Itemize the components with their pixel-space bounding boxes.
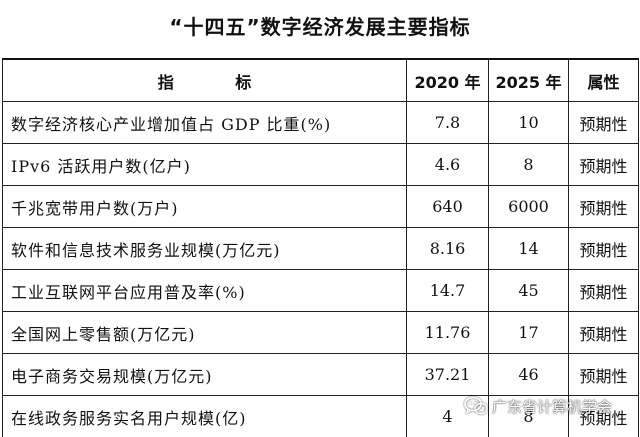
indicator-table: 指 标 2020 年 2025 年 属性 数字经济核心产业增加值占 GDP 比重… bbox=[2, 58, 639, 437]
value-2025-cell: 14 bbox=[489, 228, 569, 270]
indicator-name-cell: IPv6 活跃用户数(亿户) bbox=[3, 144, 407, 186]
indicator-name-cell: 在线政务服务实名用户规模(亿) bbox=[3, 396, 407, 437]
table-row: 电子商务交易规模(万亿元) 37.21 46 预期性 bbox=[3, 354, 639, 396]
indicator-name-cell: 电子商务交易规模(万亿元) bbox=[3, 354, 407, 396]
value-2020-cell: 11.76 bbox=[407, 312, 489, 354]
indicator-name-cell: 全国网上零售额(万亿元) bbox=[3, 312, 407, 354]
value-2020-cell: 37.21 bbox=[407, 354, 489, 396]
attribute-cell: 预期性 bbox=[569, 144, 639, 186]
table-row: 千兆宽带用户数(万户) 640 6000 预期性 bbox=[3, 186, 639, 228]
value-2020-cell: 7.8 bbox=[407, 102, 489, 144]
value-2025-cell: 46 bbox=[489, 354, 569, 396]
attribute-cell: 预期性 bbox=[569, 270, 639, 312]
table-header-row: 指 标 2020 年 2025 年 属性 bbox=[3, 59, 639, 102]
value-2025-cell: 8 bbox=[489, 396, 569, 437]
value-2020-cell: 4 bbox=[407, 396, 489, 437]
value-2020-cell: 14.7 bbox=[407, 270, 489, 312]
header-indicator-label: 指 标 bbox=[130, 73, 280, 92]
header-attribute: 属性 bbox=[569, 59, 639, 102]
table-row: 全国网上零售额(万亿元) 11.76 17 预期性 bbox=[3, 312, 639, 354]
table-row: 软件和信息技术服务业规模(万亿元) 8.16 14 预期性 bbox=[3, 228, 639, 270]
table-row: 工业互联网平台应用普及率(%) 14.7 45 预期性 bbox=[3, 270, 639, 312]
indicator-name-cell: 工业互联网平台应用普及率(%) bbox=[3, 270, 407, 312]
value-2020-cell: 640 bbox=[407, 186, 489, 228]
indicator-name-cell: 数字经济核心产业增加值占 GDP 比重(%) bbox=[3, 102, 407, 144]
attribute-cell: 预期性 bbox=[569, 102, 639, 144]
value-2025-cell: 6000 bbox=[489, 186, 569, 228]
header-2020: 2020 年 bbox=[407, 59, 489, 102]
attribute-cell: 预期性 bbox=[569, 354, 639, 396]
value-2020-cell: 8.16 bbox=[407, 228, 489, 270]
value-2020-cell: 4.6 bbox=[407, 144, 489, 186]
attribute-cell: 预期性 bbox=[569, 186, 639, 228]
header-indicator: 指 标 bbox=[3, 59, 407, 102]
value-2025-cell: 8 bbox=[489, 144, 569, 186]
indicator-name-cell: 软件和信息技术服务业规模(万亿元) bbox=[3, 228, 407, 270]
header-2025: 2025 年 bbox=[489, 59, 569, 102]
value-2025-cell: 17 bbox=[489, 312, 569, 354]
attribute-cell: 预期性 bbox=[569, 312, 639, 354]
table-row: 在线政务服务实名用户规模(亿) 4 8 预期性 bbox=[3, 396, 639, 437]
value-2025-cell: 45 bbox=[489, 270, 569, 312]
attribute-cell: 预期性 bbox=[569, 396, 639, 437]
attribute-cell: 预期性 bbox=[569, 228, 639, 270]
indicator-name-cell: 千兆宽带用户数(万户) bbox=[3, 186, 407, 228]
page-title: “十四五”数字经济发展主要指标 bbox=[0, 12, 640, 42]
value-2025-cell: 10 bbox=[489, 102, 569, 144]
table-row: 数字经济核心产业增加值占 GDP 比重(%) 7.8 10 预期性 bbox=[3, 102, 639, 144]
table-row: IPv6 活跃用户数(亿户) 4.6 8 预期性 bbox=[3, 144, 639, 186]
